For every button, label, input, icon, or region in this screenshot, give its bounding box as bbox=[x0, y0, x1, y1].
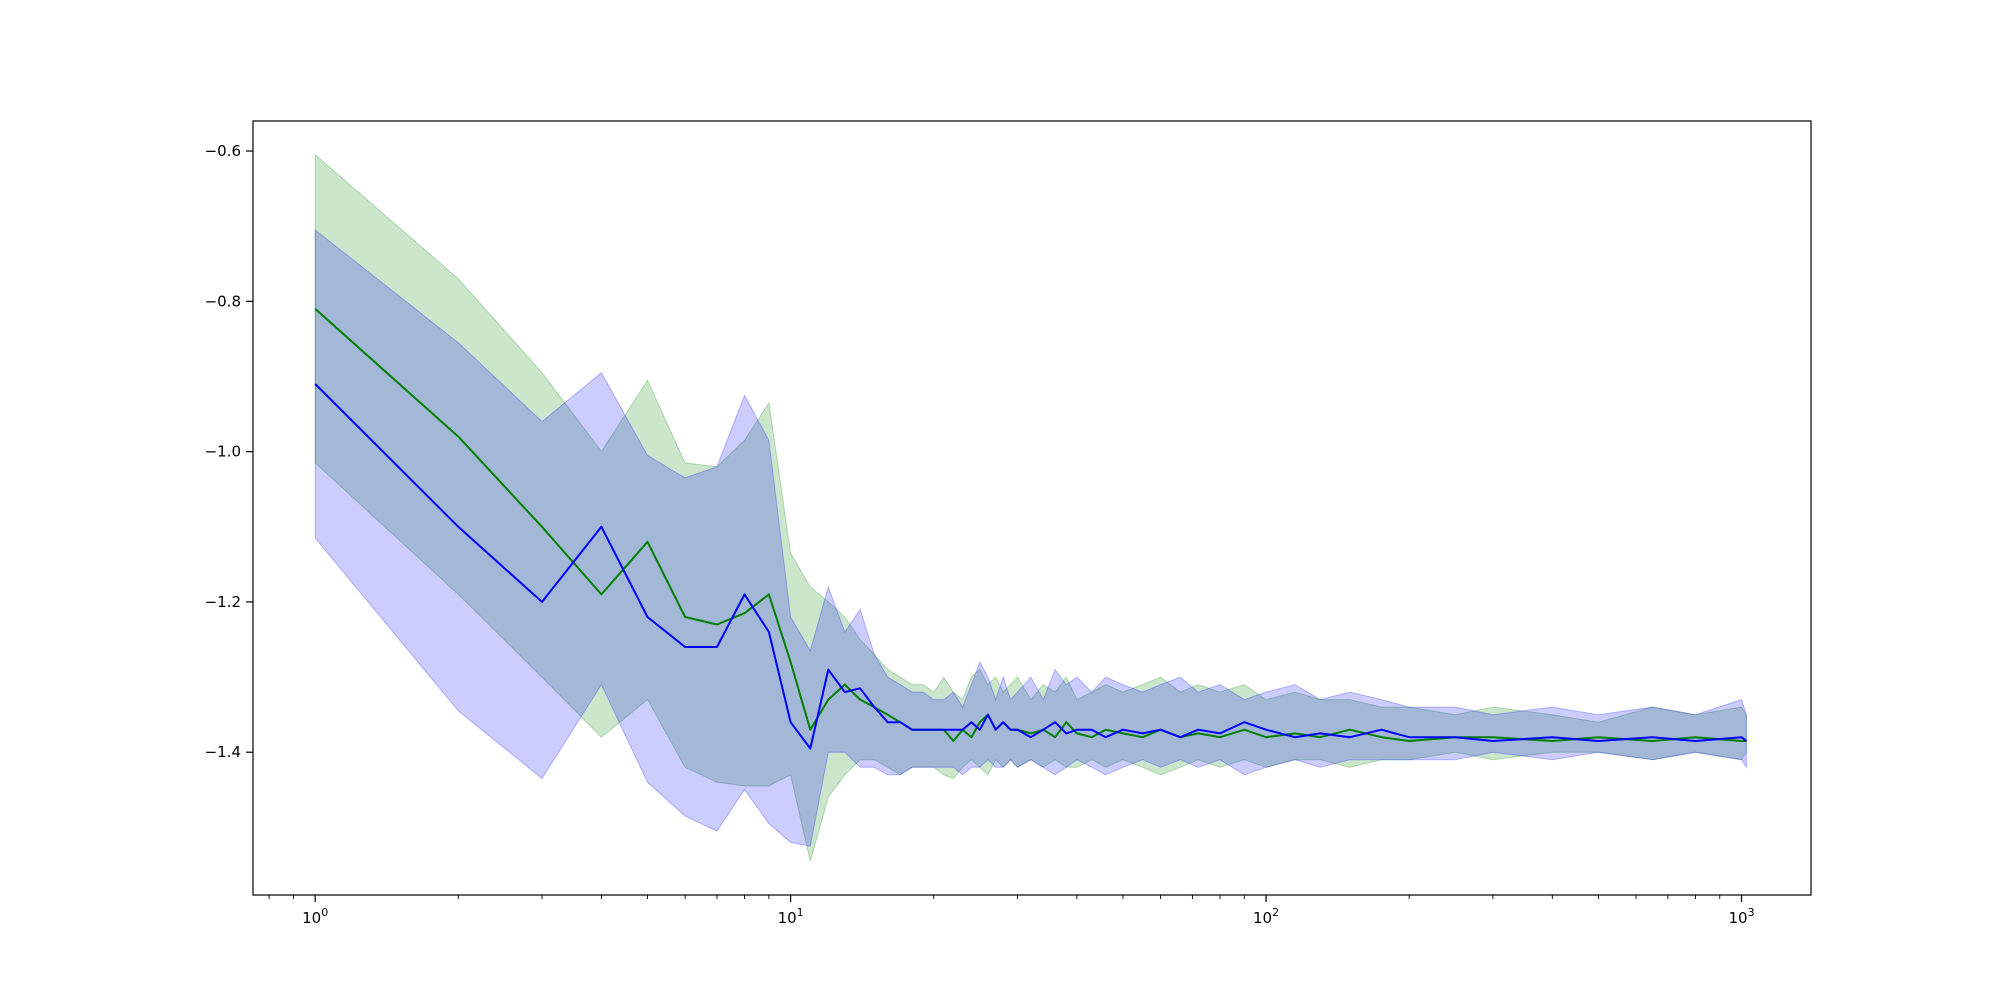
y-axis: −0.6 −0.8 −1.0 −1.2 −1.4 bbox=[205, 142, 253, 761]
y-tick-label: −1.4 bbox=[205, 743, 241, 761]
y-tick-label: −0.6 bbox=[205, 142, 241, 160]
y-tick-label: −1.2 bbox=[205, 593, 241, 611]
plot-frame bbox=[252, 120, 1812, 896]
x-tick-label: 103 bbox=[1728, 906, 1754, 927]
x-tick-label: 100 bbox=[302, 906, 328, 927]
series-1-line bbox=[314, 383, 1748, 750]
confidence-bands bbox=[314, 153, 1747, 862]
series-1-band bbox=[314, 228, 1747, 847]
x-tick-label: 102 bbox=[1253, 906, 1279, 927]
y-tick-label: −0.8 bbox=[205, 292, 241, 310]
x-axis: 100 101 102 103 bbox=[268, 895, 1755, 927]
series-0-band bbox=[314, 153, 1747, 862]
y-tick-label: −1.0 bbox=[205, 443, 241, 461]
x-tick-label: 101 bbox=[778, 906, 804, 927]
series-lines bbox=[314, 308, 1748, 750]
